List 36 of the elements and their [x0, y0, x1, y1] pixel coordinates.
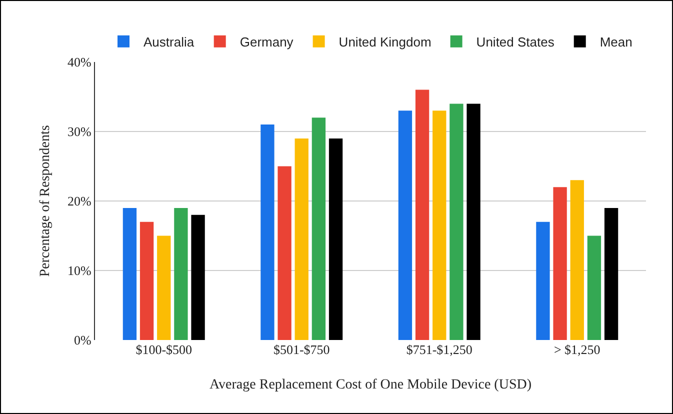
bar	[604, 208, 618, 340]
y-tick-label: 30%	[68, 124, 92, 140]
bar	[450, 104, 464, 340]
legend-label: United Kingdom	[338, 34, 432, 50]
bar	[140, 222, 154, 340]
bar	[553, 187, 567, 340]
y-tick-label: 10%	[68, 263, 92, 278]
bar	[587, 236, 602, 340]
bar	[260, 124, 274, 340]
bar	[432, 110, 446, 340]
bar	[191, 214, 205, 340]
y-tick-label: 40%	[68, 54, 92, 70]
y-tick-label: 20%	[68, 194, 92, 209]
bar	[398, 110, 412, 340]
x-tick-label: $501-$750	[273, 342, 330, 357]
x-tick-label: $751-$1,250	[406, 342, 472, 357]
bar	[536, 222, 550, 340]
bar	[570, 180, 584, 340]
x-tick-label: > $1,250	[554, 342, 600, 357]
bar	[328, 138, 343, 340]
bar	[312, 118, 326, 340]
bar	[122, 208, 137, 340]
legend-label: United States	[476, 34, 555, 50]
x-tick-label: $100-$500	[136, 342, 192, 357]
bar	[157, 236, 171, 340]
bar	[415, 90, 430, 340]
bar	[278, 166, 292, 340]
legend-label: Mean	[600, 34, 632, 50]
x-axis-title: Average Replacement Cost of One Mobile Device (USD)	[209, 377, 532, 392]
legend-label: Australia	[144, 34, 195, 50]
bar	[294, 138, 308, 340]
y-tick-label: 0%	[74, 332, 92, 348]
legend-label: Germany	[240, 34, 294, 50]
y-axis-title: Percentage of Respondents	[38, 125, 54, 277]
bar	[174, 208, 188, 340]
bar	[466, 104, 480, 340]
